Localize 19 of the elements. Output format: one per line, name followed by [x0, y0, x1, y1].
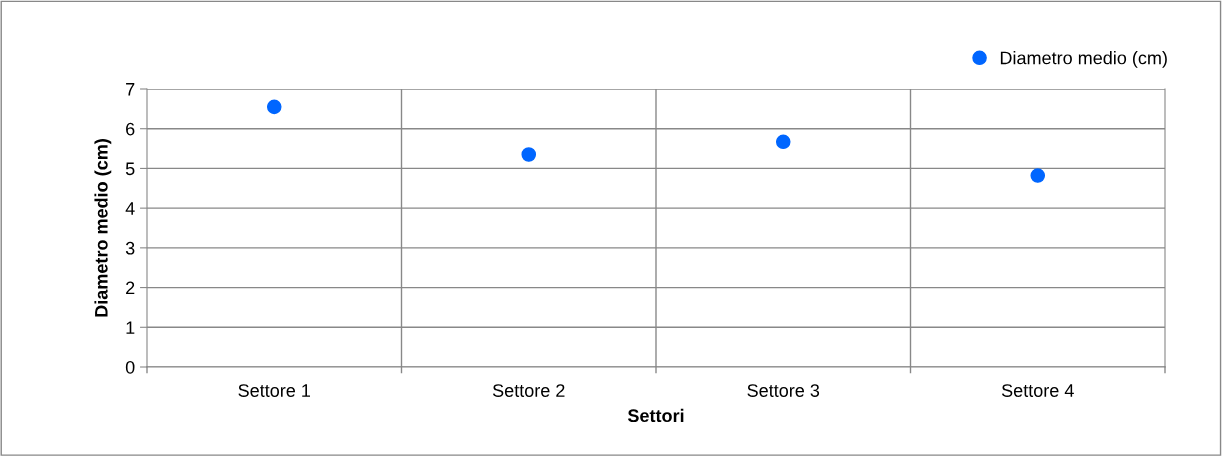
- point: [1030, 168, 1046, 183]
- x-tick-label: Settore 4: [1001, 384, 1074, 397]
- y-tick-label: 4: [125, 202, 135, 215]
- y-tick-label: 7: [126, 83, 135, 96]
- point: [775, 134, 791, 150]
- x-axis-title: Settori: [627, 408, 684, 423]
- x-tick-label: Settore 1: [238, 384, 311, 397]
- y-axis-title: Diametro medio (cm): [94, 139, 112, 317]
- y-tick-label: 1: [126, 321, 135, 334]
- y-tick-label: 2: [126, 281, 135, 295]
- legend-label: Diametro medio (cm): [1000, 51, 1167, 68]
- y-tick-label: 6: [126, 122, 135, 136]
- y-tick-label: 5: [125, 162, 135, 176]
- y-tick-label: 0: [125, 360, 135, 374]
- x-tick-label: Settore 3: [747, 384, 820, 397]
- y-tick-label: 3: [125, 241, 135, 255]
- point: [521, 147, 537, 162]
- point: [266, 99, 282, 115]
- x-tick-label: Settore 2: [492, 384, 565, 397]
